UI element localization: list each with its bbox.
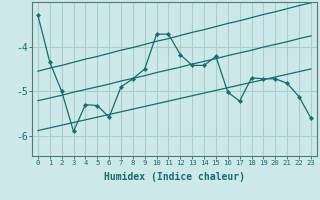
X-axis label: Humidex (Indice chaleur): Humidex (Indice chaleur) <box>104 172 245 182</box>
